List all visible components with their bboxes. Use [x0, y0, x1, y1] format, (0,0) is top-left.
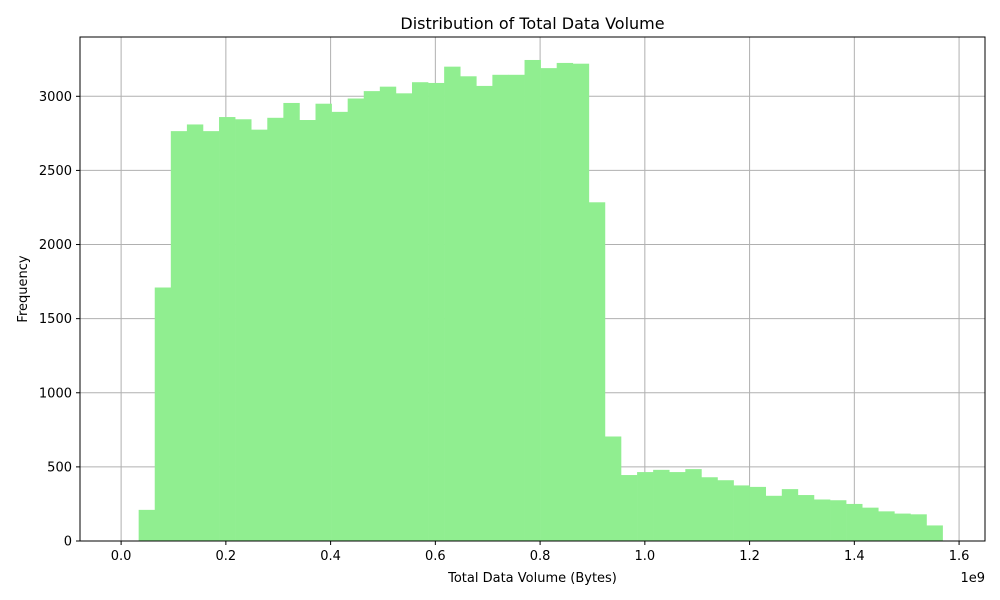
histogram-bar	[138, 509, 156, 541]
histogram-bar	[733, 485, 750, 541]
plot-area-frame	[79, 36, 986, 542]
histogram-bar	[926, 525, 943, 541]
histogram-bar	[685, 469, 702, 541]
chart-title: Distribution of Total Data Volume	[400, 14, 664, 33]
histogram-bar	[813, 499, 831, 541]
histogram-bar	[363, 91, 381, 541]
y-tick-label: 2500	[39, 164, 72, 179]
histogram-bar	[331, 111, 348, 541]
histogram-bar	[765, 495, 783, 541]
x-tick-label: 0.2	[216, 549, 237, 564]
x-tick-label: 1.6	[949, 549, 970, 564]
histogram-bar	[395, 93, 413, 542]
histogram-bar	[637, 472, 654, 541]
histogram-bar	[862, 507, 879, 541]
y-tick-label: 0	[64, 535, 72, 550]
histogram-bar	[476, 85, 493, 541]
histogram-bar	[251, 129, 268, 541]
histogram-bar	[910, 514, 927, 541]
y-axis-ticks: 0 500 1000 1500 2000 2500 3000	[39, 90, 80, 550]
histogram-bar	[894, 513, 911, 541]
histogram-bar	[717, 480, 734, 541]
histogram-bar	[444, 66, 461, 541]
x-axis-offset-label: 1e9	[960, 571, 985, 586]
x-tick-label: 0.6	[425, 549, 446, 564]
histogram-bar	[556, 62, 574, 542]
histogram-bar	[170, 131, 188, 542]
histogram-bar	[797, 495, 815, 541]
histogram-bar	[267, 117, 284, 541]
histogram-bar	[219, 117, 236, 541]
y-tick-label: 3000	[39, 90, 72, 105]
histogram-bar	[781, 489, 799, 541]
y-axis-title: Frequency	[16, 255, 31, 322]
histogram-bar	[154, 287, 172, 541]
histogram-bar	[604, 436, 622, 541]
histogram-bar	[878, 511, 895, 541]
y-tick-label: 1500	[39, 312, 72, 327]
x-tick-label: 0.4	[320, 549, 341, 564]
histogram-bar	[508, 74, 525, 542]
histogram-bar	[846, 503, 863, 541]
x-axis-title: Total Data Volume (Bytes)	[447, 571, 617, 586]
x-tick-label: 1.4	[844, 549, 865, 564]
histogram-bar	[428, 82, 445, 541]
histogram-bars	[138, 59, 943, 542]
histogram-bar	[379, 86, 397, 542]
histogram-bar	[235, 119, 252, 541]
x-tick-label: 1.0	[634, 549, 655, 564]
histogram-bar	[621, 475, 638, 541]
y-tick-label: 2000	[39, 238, 72, 253]
histogram-bar	[653, 469, 670, 541]
x-axis-ticks: 0.0 0.2 0.4 0.6 0.8 1.0 1.2 1.4 1.6	[111, 541, 970, 564]
histogram-bar	[202, 131, 220, 542]
y-tick-label: 500	[47, 460, 72, 475]
histogram-bar	[540, 68, 557, 542]
histogram-bar	[524, 59, 541, 541]
x-tick-label: 0.0	[111, 549, 132, 564]
histogram-bar	[492, 74, 509, 542]
histogram-bar	[749, 486, 767, 541]
histogram-bar	[588, 202, 606, 541]
histogram-bar	[669, 472, 686, 541]
histogram-bar	[315, 103, 332, 542]
histogram-bar	[299, 120, 316, 541]
histogram-bar	[411, 82, 429, 541]
histogram-bar	[283, 102, 300, 541]
histogram-bar	[572, 63, 590, 542]
histogram-bar	[830, 500, 847, 541]
histogram-bar	[701, 477, 718, 541]
histogram-bar	[347, 98, 365, 542]
x-tick-label: 0.8	[530, 549, 551, 564]
histogram-bar	[186, 124, 204, 541]
x-tick-label: 1.2	[739, 549, 760, 564]
histogram-bar	[460, 76, 477, 542]
y-tick-label: 1000	[39, 386, 72, 401]
